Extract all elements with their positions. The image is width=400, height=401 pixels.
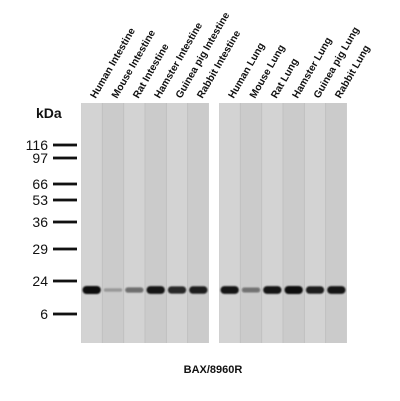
lane-rabbit-lung [326, 103, 347, 343]
band-rabbit-intestine [189, 286, 208, 294]
marker-tick-97 [53, 156, 77, 160]
marker-label-29: 29 [32, 241, 48, 257]
lane-rabbit-intestine [188, 103, 209, 343]
lane-hamster-intestine [145, 103, 166, 343]
marker-label-24: 24 [32, 273, 48, 289]
kda-unit-label: kDa [36, 105, 62, 121]
lane-hamster-lung [283, 103, 304, 343]
marker-label-116: 116 [26, 137, 49, 153]
lane-rat-lung [262, 103, 283, 343]
marker-label-6: 6 [40, 306, 48, 322]
marker-tick-24 [53, 279, 77, 283]
marker-tick-6 [53, 312, 77, 316]
band-human-intestine [82, 286, 101, 294]
band-rat-lung [263, 286, 282, 294]
lane-rat-intestine [124, 103, 145, 343]
band-guinea-pig-lung [305, 286, 325, 294]
marker-tick-36 [53, 220, 77, 224]
lane-human-lung [219, 103, 240, 343]
lane-human-intestine [81, 103, 102, 343]
band-rabbit-lung [327, 286, 346, 294]
marker-label-97: 97 [32, 150, 48, 166]
marker-label-53: 53 [32, 192, 48, 208]
band-hamster-lung [284, 286, 303, 294]
blot-panel-intestine [81, 103, 209, 343]
band-rat-intestine [125, 287, 144, 293]
marker-tick-66 [53, 182, 77, 186]
band-human-lung [220, 286, 239, 294]
lane-guinea-pig-intestine [166, 103, 188, 343]
marker-tick-53 [53, 198, 77, 202]
blot-panel-lung [219, 103, 347, 343]
marker-tick-29 [53, 247, 77, 251]
blot-panels [81, 103, 347, 343]
band-guinea-pig-intestine [167, 286, 187, 294]
lane-mouse-lung [240, 103, 262, 343]
band-mouse-lung [241, 287, 261, 293]
marker-label-66: 66 [32, 176, 48, 192]
band-hamster-intestine [146, 286, 165, 294]
antibody-caption: BAX/8960R [184, 364, 243, 376]
marker-label-36: 36 [32, 214, 48, 230]
lane-guinea-pig-lung [304, 103, 326, 343]
band-mouse-intestine [103, 288, 123, 292]
marker-tick-116 [53, 143, 77, 147]
lane-mouse-intestine [102, 103, 124, 343]
